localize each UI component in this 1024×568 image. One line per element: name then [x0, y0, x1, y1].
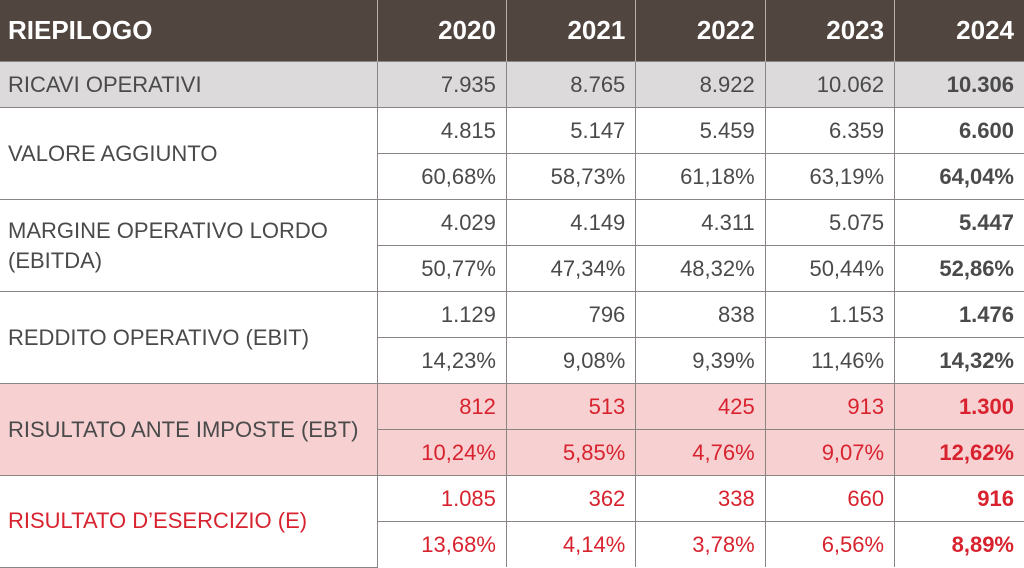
percent-cell: 12,62% — [894, 429, 1024, 476]
year-header: 2021 — [505, 0, 636, 62]
value-cell: 6.600 — [894, 107, 1024, 154]
value-cell: 10.306 — [894, 61, 1024, 108]
table-body: RICAVI OPERATIVI 7.935 8.765 8.922 10.062 10.… — [0, 61, 1024, 568]
percent-cell: 48,32% — [635, 245, 766, 292]
percent-cell: 4,76% — [635, 429, 766, 476]
value-cell: 5.075 — [764, 199, 896, 246]
value-cell: 10.062 — [764, 61, 896, 108]
table-row: RISULTATO ANTE IMPOSTE (EBT) 812 513 425 913… — [0, 383, 1024, 476]
percent-cell: 11,46% — [764, 337, 896, 384]
percent-cell: 13,68% — [376, 521, 507, 567]
percent-cell: 50,77% — [376, 245, 507, 292]
percent-cell: 14,23% — [376, 337, 507, 384]
value-cell: 4.815 — [376, 107, 507, 154]
row-label: REDDITO OPERATIVO (EBIT) — [0, 291, 378, 384]
percent-cell: 9,07% — [764, 429, 896, 476]
value-cell: 8.922 — [635, 61, 766, 108]
value-cell: 4.029 — [376, 199, 507, 246]
value-cell: 5.147 — [505, 107, 637, 154]
value-cell: 1.085 — [376, 475, 507, 522]
value-cell: 6.359 — [764, 107, 896, 154]
year-header: 2022 — [635, 0, 766, 62]
value-cell: 4.149 — [505, 199, 637, 246]
value-cell: 916 — [894, 475, 1024, 522]
table-row: 50,77% 47,34% 48,32% 50,44% 52,86% — [0, 245, 1024, 292]
value-cell: 1.129 — [376, 291, 507, 338]
percent-cell: 9,08% — [505, 337, 637, 384]
table-title: RIEPILOGO — [0, 0, 378, 62]
value-cell: 338 — [635, 475, 766, 522]
percent-cell: 4,14% — [505, 521, 637, 567]
percent-cell: 64,04% — [894, 153, 1024, 200]
value-cell: 913 — [764, 383, 896, 430]
percent-cell: 47,34% — [505, 245, 637, 292]
row-label: RISULTATO ANTE IMPOSTE (EBT) — [0, 383, 378, 476]
value-cell: 660 — [764, 475, 896, 522]
value-cell: 838 — [635, 291, 766, 338]
value-cell: 4.311 — [635, 199, 766, 246]
percent-cell: 61,18% — [635, 153, 766, 200]
percent-cell: 5,85% — [505, 429, 637, 476]
row-label: RISULTATO D’ESERCIZIO (E) — [0, 475, 378, 568]
value-cell: 425 — [635, 383, 766, 430]
table-row: 13,68% 4,14% 3,78% 6,56% 8,89% — [0, 521, 1024, 567]
value-cell: 1.476 — [894, 291, 1024, 338]
value-cell: 362 — [505, 475, 637, 522]
value-cell: 8.765 — [505, 61, 637, 108]
percent-cell: 52,86% — [894, 245, 1024, 292]
table-row: RICAVI OPERATIVI 7.935 8.765 8.922 10.062 10.… — [0, 61, 1024, 108]
table-row: REDDITO OPERATIVO (EBIT) 1.129 796 838 1.153… — [0, 291, 1024, 384]
row-label: MARGINE OPERATIVO LORDO (EBITDA) — [0, 199, 378, 292]
percent-cell: 8,89% — [894, 521, 1024, 567]
year-header: 2023 — [764, 0, 895, 62]
percent-cell: 58,73% — [505, 153, 637, 200]
table-row: VALORE AGGIUNTO 4.815 5.147 5.459 6.359 6.600 — [0, 107, 1024, 200]
table-row: RISULTATO D’ESERCIZIO (E) 1.085 362 338 660 9… — [0, 475, 1024, 568]
value-cell: 5.447 — [894, 199, 1024, 246]
value-cell: 1.300 — [894, 383, 1024, 430]
percent-cell: 14,32% — [894, 337, 1024, 384]
value-cell: 796 — [505, 291, 637, 338]
percent-cell: 3,78% — [635, 521, 766, 567]
value-cell: 513 — [505, 383, 637, 430]
percent-cell: 9,39% — [635, 337, 766, 384]
value-cell: 812 — [376, 383, 507, 430]
table-row: 14,23% 9,08% 9,39% 11,46% 14,32% — [0, 337, 1024, 384]
percent-cell: 10,24% — [376, 429, 507, 476]
value-cell: 5.459 — [635, 107, 766, 154]
year-header: 2024 — [894, 0, 1024, 62]
header-row: RIEPILOGO 2020 2021 2022 2023 2024 — [0, 0, 1024, 62]
row-label: RICAVI OPERATIVI — [0, 61, 378, 108]
percent-cell: 6,56% — [764, 521, 896, 567]
row-label: VALORE AGGIUNTO — [0, 107, 378, 200]
percent-cell: 50,44% — [764, 245, 896, 292]
value-cell: 1.153 — [764, 291, 896, 338]
percent-cell: 63,19% — [764, 153, 896, 200]
table-row: MARGINE OPERATIVO LORDO (EBITDA) 4.029 4.1… — [0, 199, 1024, 292]
value-cell: 7.935 — [376, 61, 507, 108]
percent-cell: 60,68% — [376, 153, 507, 200]
year-header: 2020 — [376, 0, 507, 62]
